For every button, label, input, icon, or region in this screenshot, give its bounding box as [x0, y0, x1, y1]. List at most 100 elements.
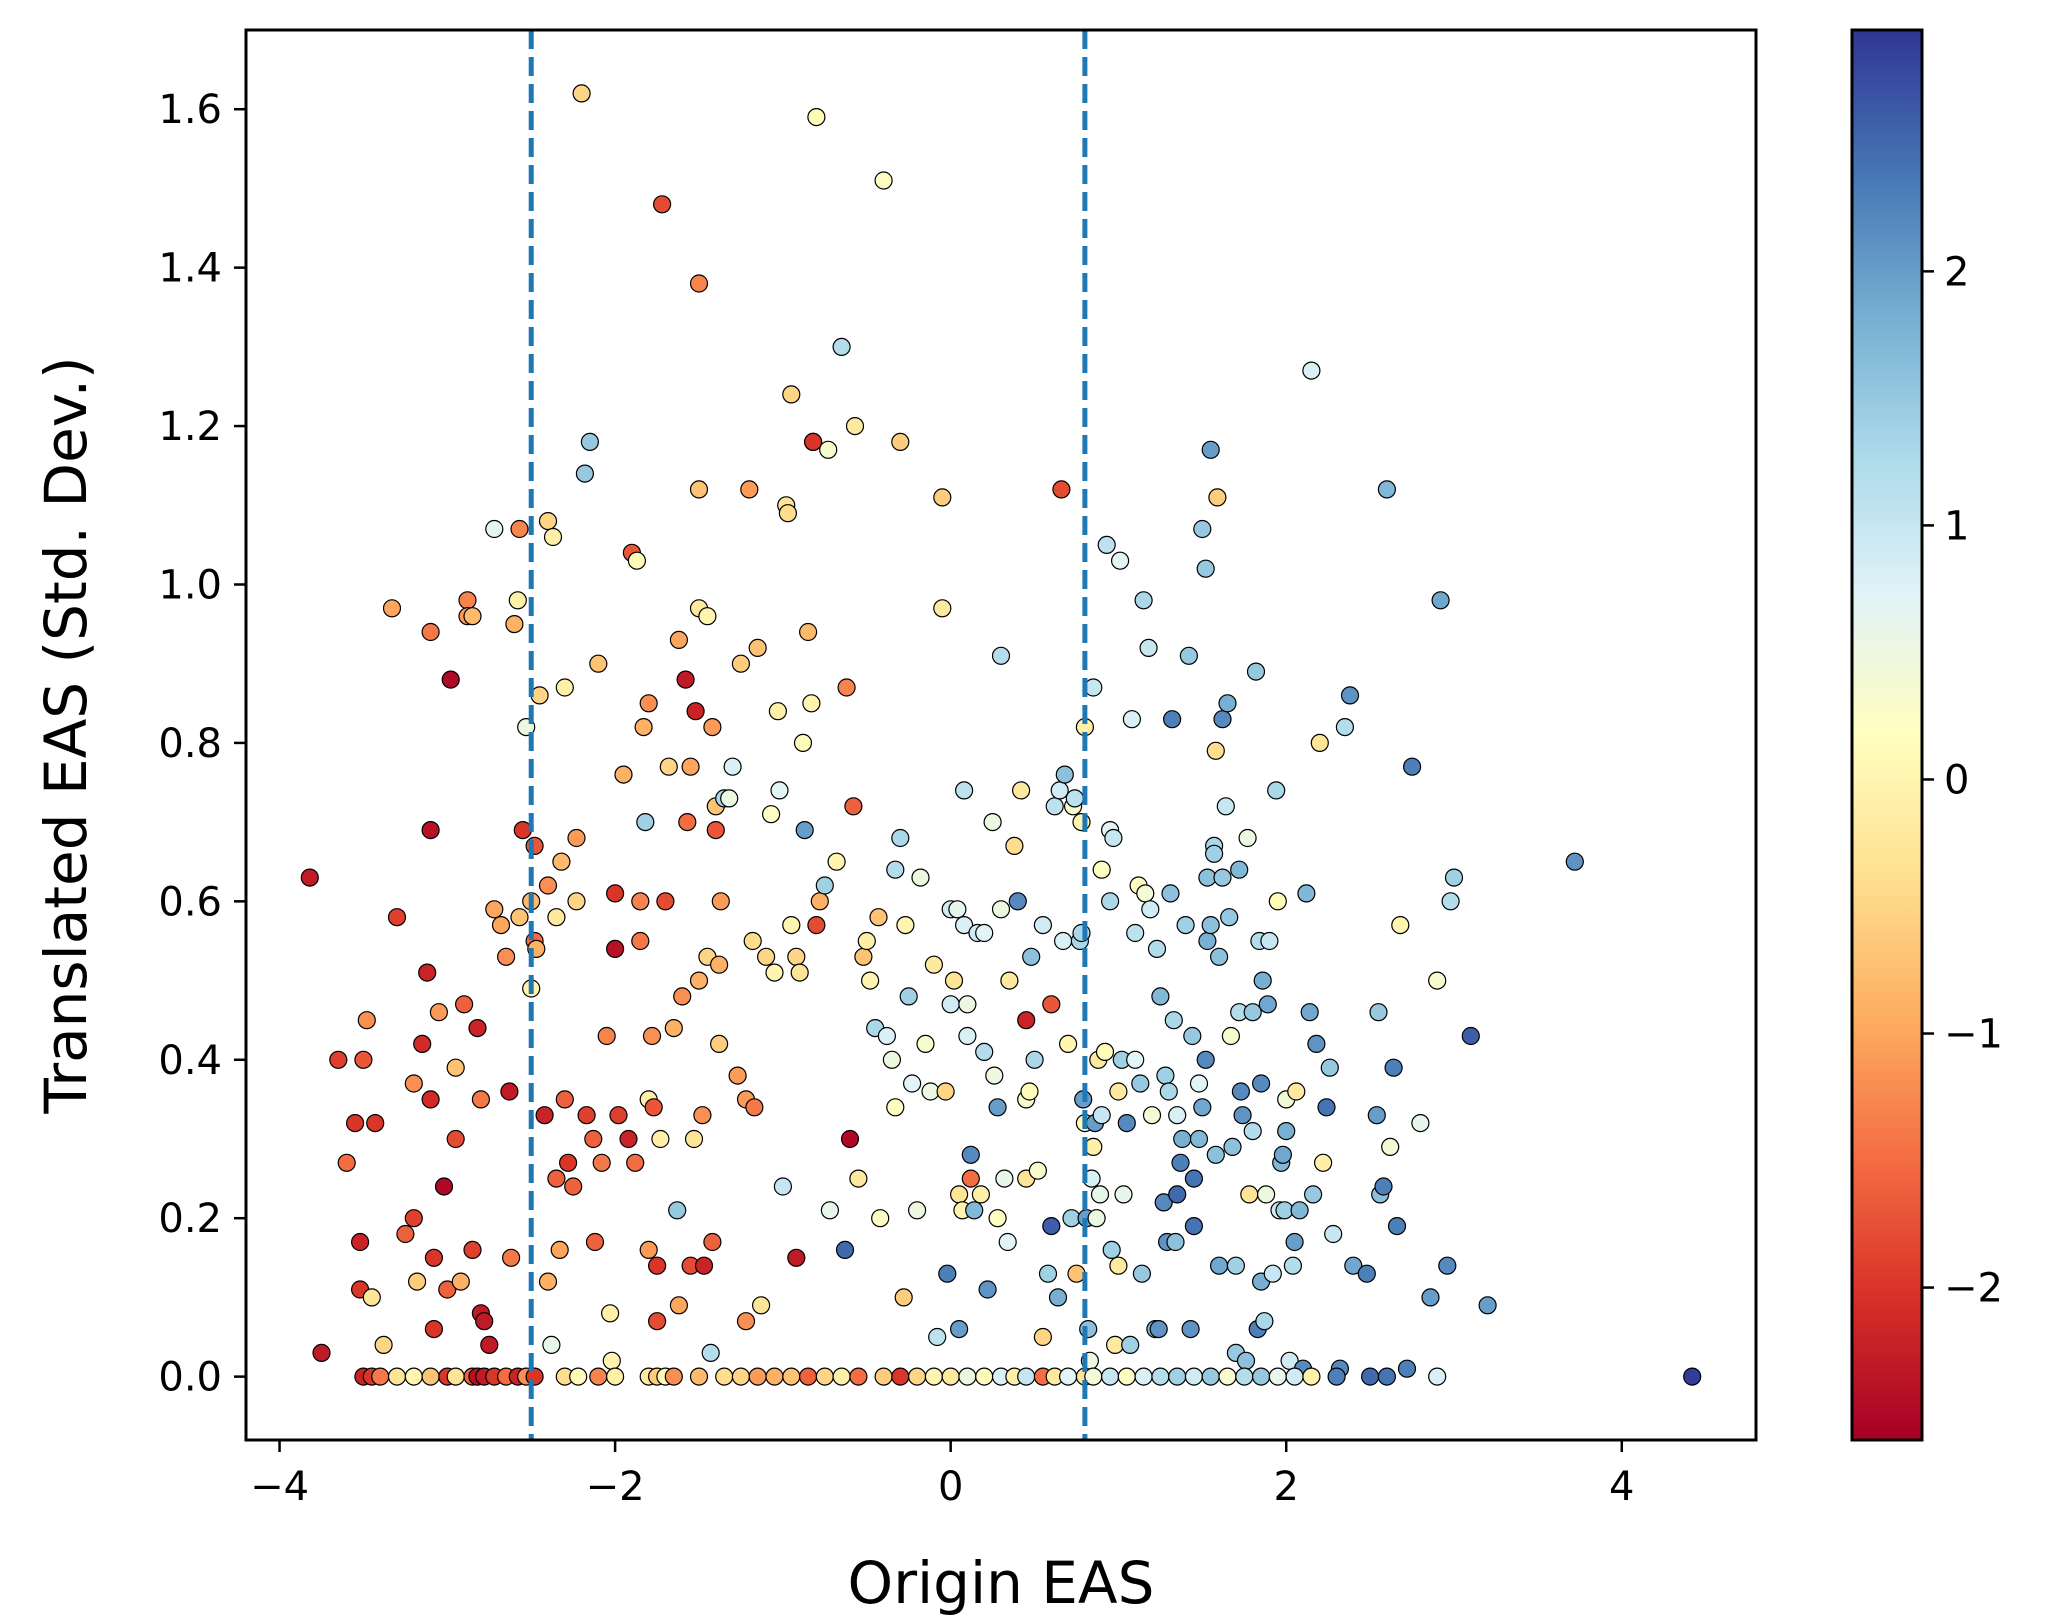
scatter-point	[827, 852, 846, 871]
scatter-point	[874, 1367, 893, 1386]
colorbar-tick-label: 2	[1944, 249, 1969, 295]
scatter-point	[911, 868, 930, 887]
scatter-point	[664, 1367, 683, 1386]
scatter-point	[669, 630, 689, 650]
scatter-point	[731, 1367, 751, 1386]
scatter-point	[502, 1248, 521, 1267]
scatter-point	[387, 908, 407, 927]
scatter-point	[944, 971, 964, 990]
scatter-point	[891, 828, 910, 848]
scatter-point	[1184, 1367, 1204, 1386]
scatter-point	[807, 915, 826, 935]
scatter-point	[1114, 1185, 1133, 1204]
scatter-point	[1461, 1026, 1480, 1046]
scatter-point	[589, 1367, 608, 1386]
scatter-point	[471, 1090, 490, 1109]
x-tick-label: 2	[1273, 1464, 1298, 1510]
scatter-point	[1052, 480, 1071, 499]
scatter-point	[1256, 1185, 1276, 1204]
scatter-point	[1072, 812, 1091, 832]
scatter-point	[1097, 535, 1116, 555]
x-tick-label: 4	[1609, 1464, 1634, 1510]
scatter-point	[840, 1129, 860, 1149]
scatter-point	[567, 892, 586, 911]
scatter-point	[673, 987, 692, 1006]
scatter-point	[1313, 1153, 1333, 1172]
scatter-point	[689, 480, 709, 499]
scatter-point	[756, 947, 776, 966]
data-points	[300, 84, 1702, 1386]
scatter-point	[550, 1240, 569, 1260]
scatter-point	[600, 1304, 620, 1323]
scatter-point	[468, 1018, 487, 1038]
scatter-point	[874, 171, 893, 190]
scatter-point	[849, 1367, 868, 1386]
scatter-point	[720, 789, 739, 808]
scatter-point	[678, 812, 697, 832]
scatter-point	[429, 1003, 448, 1022]
scatter-point	[1131, 1074, 1150, 1093]
scatter-point	[1045, 797, 1064, 816]
scatter-point	[1132, 1264, 1152, 1283]
scatter-point	[404, 1209, 423, 1228]
scatter-point	[1441, 892, 1460, 911]
colorbar	[1850, 28, 1924, 1442]
scatter-point	[584, 1129, 603, 1149]
scatter-point	[1300, 1003, 1319, 1022]
scatter-point	[538, 511, 558, 531]
scatter-point	[1297, 884, 1316, 903]
scatter-point	[575, 464, 595, 483]
scatter-point	[1236, 1351, 1256, 1370]
scatter-point	[886, 1098, 905, 1117]
scatter-point	[1310, 733, 1329, 753]
scatter-point	[689, 971, 709, 990]
x-tick-label: −2	[586, 1464, 645, 1510]
scatter-point	[787, 947, 806, 966]
scatter-point	[1126, 923, 1145, 943]
scatter-point	[832, 337, 851, 356]
y-tick-label: 0.8	[158, 721, 222, 767]
scatter-point	[731, 654, 751, 673]
colorbar-axis: −2 −1 0 1 2	[1922, 249, 2003, 1312]
scatter-point	[965, 1201, 984, 1220]
scatter-point	[793, 733, 813, 753]
scatter-point	[300, 868, 319, 887]
scatter-point	[924, 955, 944, 974]
scatter-point	[1268, 1367, 1287, 1386]
scatter-point	[577, 1106, 596, 1125]
scatter-point	[998, 1232, 1017, 1252]
scatter-point	[485, 900, 504, 919]
scatter-point	[463, 1240, 482, 1260]
scatter-point	[701, 1343, 720, 1363]
scatter-point	[1141, 900, 1160, 919]
scatter-point	[1173, 1129, 1192, 1149]
scatter-point	[983, 812, 1002, 832]
scatter-point	[421, 820, 440, 840]
scatter-point	[374, 1335, 393, 1355]
scatter-point	[1233, 1106, 1252, 1125]
scatter-point	[1025, 1050, 1044, 1069]
scatter-point	[605, 1367, 625, 1386]
colorbar-tick-label: 0	[1944, 757, 1969, 803]
scatter-point	[1251, 1367, 1271, 1386]
colorbar-tick-label: 1	[1944, 503, 1969, 549]
scatter-point	[1369, 1003, 1388, 1022]
scatter-point	[1090, 1185, 1110, 1204]
scatter-point	[1307, 1034, 1326, 1054]
scatter-point	[1193, 1098, 1212, 1117]
scatter-point	[1263, 1264, 1282, 1283]
scatter-point	[1005, 836, 1024, 856]
scatter-point	[1251, 1074, 1271, 1093]
scatter-point	[1287, 1082, 1306, 1101]
scatter-point	[1179, 646, 1199, 665]
scatter-point	[1159, 1082, 1178, 1101]
y-axis: 0.0 0.2 0.4 0.6 0.8 1.0 1.2 1.4 1.6	[158, 87, 246, 1401]
y-tick-label: 0.0	[158, 1355, 222, 1401]
scatter-point	[1275, 1201, 1294, 1220]
scatter-point	[703, 1232, 722, 1252]
scatter-point	[819, 440, 838, 459]
scatter-point	[991, 900, 1011, 919]
scatter-point	[1136, 884, 1155, 903]
scatter-point	[949, 1319, 969, 1339]
